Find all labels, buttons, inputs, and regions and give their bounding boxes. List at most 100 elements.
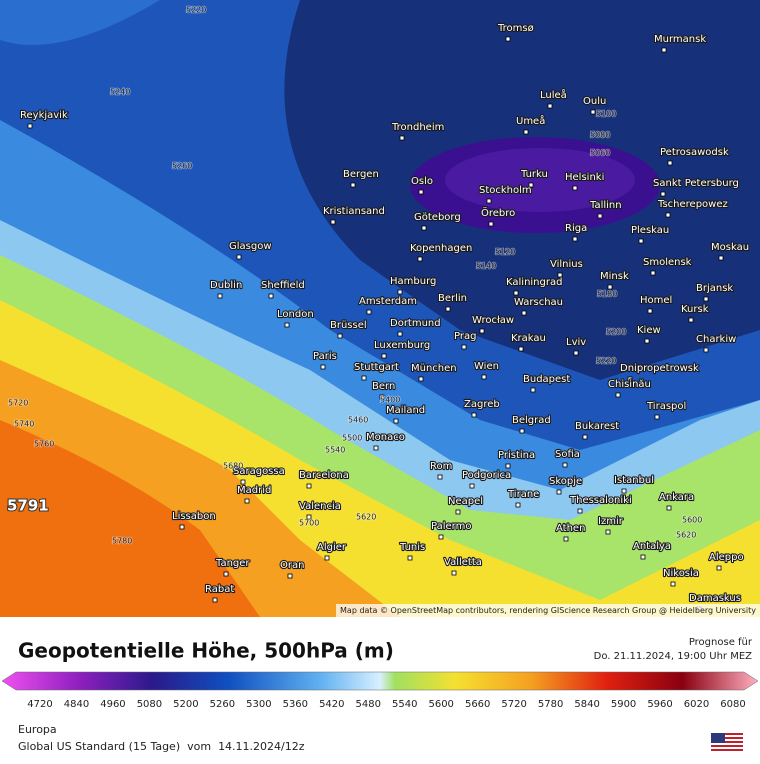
contour-label: 5180 (597, 290, 617, 299)
colorbar-label: 6020 (684, 699, 709, 710)
city-marker (519, 428, 525, 434)
city-marker (397, 289, 403, 295)
city-marker (217, 293, 223, 299)
contour-label: 5400 (380, 396, 400, 405)
city-label: Kristiansand (323, 206, 385, 217)
forecast-label: Prognose für (689, 637, 753, 648)
city-marker (556, 489, 562, 495)
city-marker (486, 198, 492, 204)
colorbar-label: 5600 (428, 699, 453, 710)
city-label: Wien (474, 361, 499, 372)
forecast-time: Do. 21.11.2024, 19:00 Uhr MEZ (594, 651, 753, 662)
contour-label: 5760 (34, 440, 54, 449)
city-label: Belgrad (512, 415, 551, 426)
city-marker (236, 254, 242, 260)
city-marker (521, 310, 527, 316)
contour-label: 5600 (682, 516, 702, 525)
city-marker (505, 36, 511, 42)
city-marker (418, 376, 424, 382)
contour-label: 5540 (325, 446, 345, 455)
city-marker (320, 364, 326, 370)
colorbar-label: 5540 (392, 699, 417, 710)
city-marker (179, 524, 185, 530)
city-label: Bern (372, 381, 395, 392)
city-marker (572, 185, 578, 191)
city-marker (573, 350, 579, 356)
contour-label: 5240 (110, 88, 130, 97)
city-label: London (277, 309, 314, 320)
city-marker (244, 498, 250, 504)
city-marker (518, 346, 524, 352)
city-label: Sankt Petersburg (653, 178, 739, 189)
city-label: Barcelona (299, 470, 349, 481)
contour-label: 5100 (596, 110, 616, 119)
city-marker (660, 191, 666, 197)
city-label: Warschau (514, 297, 563, 308)
city-label: Algier (317, 542, 347, 553)
city-marker (471, 412, 477, 418)
colorbar-label: 5660 (465, 699, 490, 710)
city-label: Turku (520, 169, 548, 180)
city-label: Hamburg (390, 276, 436, 287)
colorbar-label: 5360 (283, 699, 308, 710)
city-marker (627, 376, 633, 382)
city-marker (563, 536, 569, 542)
contour-label: 5080 (590, 131, 610, 140)
city-label: Aleppo (709, 552, 744, 563)
city-marker (661, 47, 667, 53)
city-label: Riga (565, 223, 587, 234)
city-label: Kaliningrad (506, 277, 562, 288)
city-label: Skopje (549, 476, 582, 487)
city-label: Oulu (583, 96, 606, 107)
city-marker (562, 462, 568, 468)
city-marker (650, 270, 656, 276)
city-marker (284, 322, 290, 328)
city-marker (638, 238, 644, 244)
city-label: Petrosawodsk (660, 147, 729, 158)
city-marker (461, 344, 467, 350)
colorbar-label: 5900 (611, 699, 636, 710)
city-label: Krakau (511, 333, 546, 344)
city-label: Mailand (386, 405, 425, 416)
city-label: Örebro (481, 206, 515, 219)
city-label: Nikosia (663, 568, 699, 579)
city-label: Luleå (540, 88, 567, 101)
city-label: Charkiw (696, 334, 736, 345)
city-label: Dortmund (390, 318, 441, 329)
city-marker (605, 529, 611, 535)
city-label: Brüssel (330, 320, 367, 331)
city-label: Helsinki (565, 172, 604, 183)
city-marker (397, 331, 403, 337)
city-marker (417, 256, 423, 262)
city-label: Antalya (633, 541, 671, 552)
city-label: Palermo (431, 521, 471, 532)
city-label: Budapest (523, 374, 570, 385)
city-marker (547, 103, 553, 109)
city-marker (607, 284, 613, 290)
city-marker (407, 555, 413, 561)
contour-label: 5680 (223, 462, 243, 471)
city-label: Prag (454, 331, 476, 342)
city-label: Kiew (637, 325, 661, 336)
contour-label: 5260 (172, 162, 192, 171)
colorbar-label: 5080 (137, 699, 162, 710)
city-marker (644, 338, 650, 344)
colorbar-label: 5200 (173, 699, 198, 710)
contour-label: 5500 (342, 434, 362, 443)
city-label: Monaco (366, 432, 405, 443)
city-label: Murmansk (654, 34, 706, 45)
city-label: Smolensk (643, 257, 692, 268)
contour-label: 5460 (348, 416, 368, 425)
city-marker (481, 374, 487, 380)
city-marker (530, 387, 536, 393)
city-marker (528, 182, 534, 188)
region: Europa (18, 723, 57, 736)
city-marker (324, 555, 330, 561)
city-marker (379, 394, 385, 400)
city-label: Sofia (555, 449, 580, 460)
contour-label: 5120 (495, 248, 515, 257)
title: Geopotentielle Höhe, 500hPa (m) (18, 639, 394, 663)
city-marker (647, 308, 653, 314)
contour-label: 5720 (8, 399, 28, 408)
city-marker (688, 317, 694, 323)
